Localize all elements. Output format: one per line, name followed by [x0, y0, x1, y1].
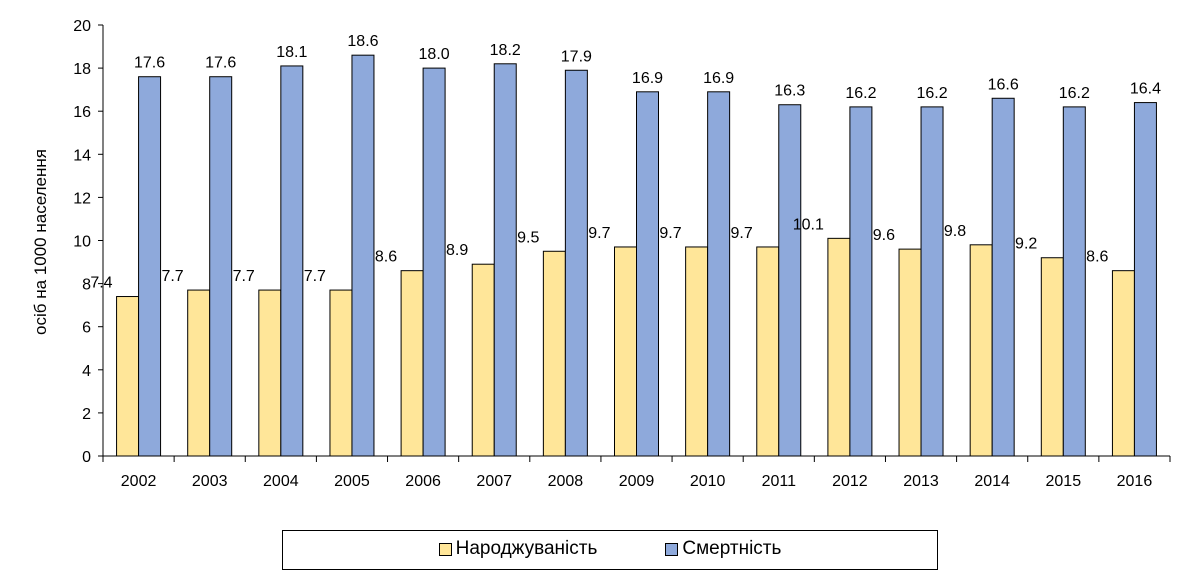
bar-deaths: [1133, 102, 1157, 457]
legend-label-births: Народжуваність: [455, 538, 598, 559]
data-label-births: 7.7: [233, 268, 255, 285]
bar-deaths: [991, 97, 1015, 457]
bar-births: [969, 244, 993, 457]
y-tick-label: 18: [73, 61, 91, 78]
legend-label-deaths: Смертність: [682, 538, 782, 559]
x-tick-label: 2009: [619, 473, 655, 490]
y-tick-label: 0: [82, 449, 91, 466]
bar-births: [471, 263, 495, 457]
bar-deaths: [707, 91, 731, 457]
data-label-deaths: 16.3: [774, 83, 805, 100]
data-label-deaths: 16.4: [1130, 81, 1161, 98]
data-label-births: 7.7: [161, 268, 183, 285]
x-tick-label: 2013: [903, 473, 939, 490]
legend: Народжуваність Смертність: [282, 530, 938, 570]
y-tick-label: 12: [73, 190, 91, 207]
x-tick-label: 2015: [1046, 473, 1082, 490]
bar-deaths: [1062, 106, 1086, 457]
x-axis: 2002 2003 2004 2005 2006 2007 2008 2009 2010 2011…: [102, 455, 1171, 490]
x-tick-label: 2006: [405, 473, 441, 490]
bar-deaths: [422, 67, 446, 457]
bar-deaths: [636, 91, 659, 457]
y-tick-label: 20: [73, 18, 91, 35]
x-tick-label: 2016: [1117, 473, 1153, 490]
y-tick-label: 2: [82, 406, 91, 423]
bar-births: [827, 237, 851, 457]
y-tick-label: 14: [73, 147, 91, 164]
y-tick-label: 4: [82, 363, 91, 380]
bar-deaths: [209, 76, 233, 457]
data-label-deaths: 16.9: [703, 70, 734, 87]
bar-births: [898, 248, 922, 457]
data-label-births: 8.6: [1086, 249, 1108, 266]
x-tick-label: 2007: [476, 473, 512, 490]
x-tick-label: 2004: [263, 473, 299, 490]
x-tick-label: 2005: [334, 473, 370, 490]
data-label-deaths: 16.2: [916, 85, 947, 102]
bar-births: [685, 246, 709, 457]
data-label-births: 7.4: [90, 275, 112, 292]
bars: 7.4 17.6 7.7 17.6 7.7 18.1 7.7 18.6 8.6 18.0 8.9 18…: [90, 33, 1161, 457]
y-axis: 0 2 4 6 8 10 12 14 16 18 20: [73, 18, 104, 466]
bar-deaths: [493, 63, 517, 457]
y-tick-label: 6: [82, 320, 91, 337]
data-label-deaths: 17.6: [134, 55, 165, 72]
x-tick-label: 2011: [762, 473, 797, 490]
data-label-deaths: 18.0: [419, 46, 450, 63]
legend-item-births: Народжуваність: [438, 538, 598, 560]
bar-deaths: [351, 54, 375, 457]
bar-births: [400, 270, 424, 457]
bar-deaths: [778, 104, 802, 457]
data-label-deaths: 17.9: [561, 48, 592, 65]
bar-births: [614, 246, 637, 457]
data-label-births: 9.2: [1015, 236, 1037, 253]
data-label-deaths: 18.2: [490, 42, 521, 59]
data-label-births: 9.6: [873, 227, 895, 244]
legend-swatch-births: [438, 542, 452, 556]
y-tick-label: 10: [73, 234, 91, 251]
data-label-births: 10.1: [793, 216, 824, 233]
data-label-deaths: 16.2: [1059, 85, 1090, 102]
data-label-births: 9.7: [659, 225, 681, 242]
bar-births: [542, 250, 566, 457]
bar-births: [756, 246, 780, 457]
data-label-births: 9.8: [944, 223, 966, 240]
y-tick-label: 16: [73, 104, 91, 121]
data-label-births: 9.7: [588, 225, 610, 242]
x-tick-label: 2003: [192, 473, 228, 490]
y-tick-label: 8: [82, 277, 91, 294]
legend-swatch-deaths: [665, 542, 679, 556]
x-tick-label: 2008: [548, 473, 584, 490]
x-tick-label: 2010: [690, 473, 726, 490]
bar-deaths: [564, 69, 588, 457]
bar-deaths: [280, 65, 304, 457]
x-tick-label: 2002: [121, 473, 157, 490]
bar-deaths: [138, 76, 162, 457]
bar-births: [329, 289, 353, 457]
data-label-deaths: 18.1: [276, 44, 307, 61]
data-label-births: 9.5: [517, 229, 539, 246]
data-label-births: 8.6: [375, 249, 397, 266]
x-tick-label: 2012: [832, 473, 868, 490]
bar-deaths: [920, 106, 944, 457]
x-tick-label: 2014: [974, 473, 1010, 490]
bar-births: [1111, 270, 1135, 457]
data-label-deaths: 16.9: [632, 70, 663, 87]
data-label-deaths: 16.2: [845, 85, 876, 102]
data-label-births: 9.7: [731, 225, 753, 242]
bar-births: [258, 289, 282, 457]
data-label-deaths: 16.6: [988, 76, 1019, 93]
data-label-deaths: 18.6: [347, 33, 378, 50]
y-axis-label: осіб на 1000 населення: [31, 149, 50, 335]
data-label-births: 8.9: [446, 242, 468, 259]
data-label-births: 7.7: [304, 268, 326, 285]
bar-births: [116, 296, 140, 457]
data-label-deaths: 17.6: [205, 55, 236, 72]
legend-item-deaths: Смертність: [665, 538, 781, 560]
bar-births: [1040, 257, 1064, 457]
bar-births: [187, 289, 211, 457]
bar-deaths: [849, 106, 873, 457]
